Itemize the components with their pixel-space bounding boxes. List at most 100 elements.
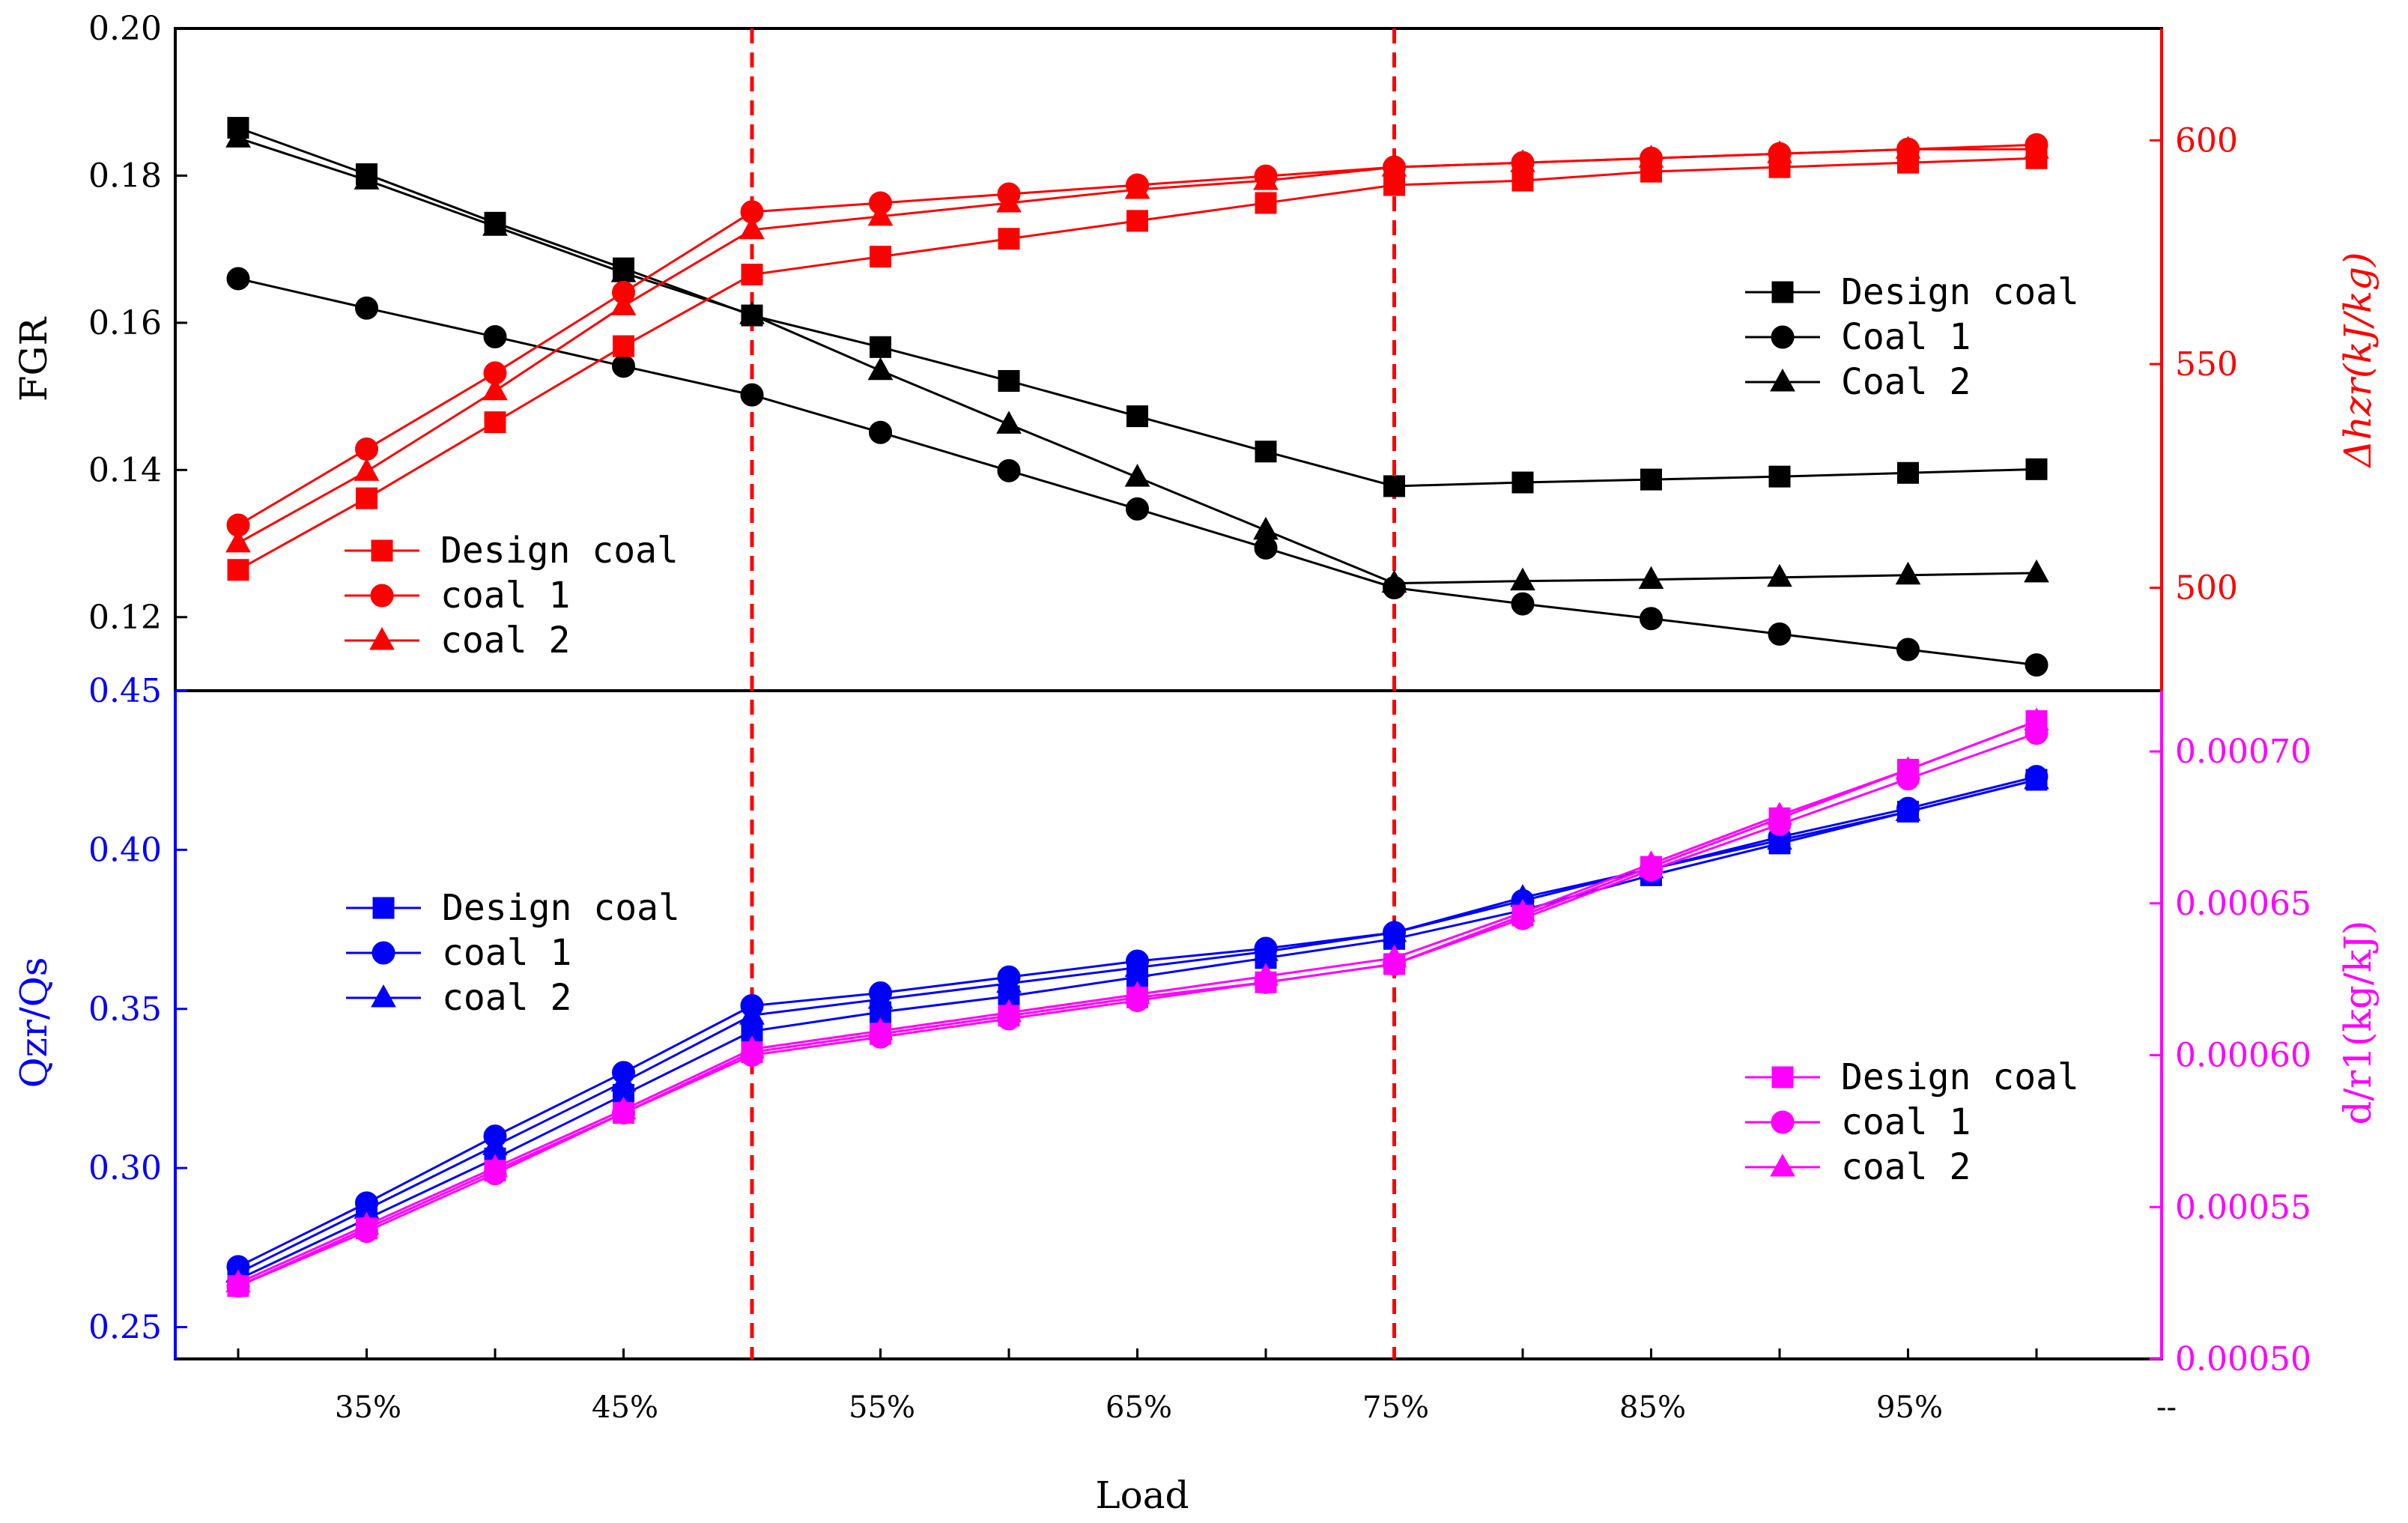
fgr-design-coal-point xyxy=(1383,475,1405,497)
qzr-qs-tick-label: 0.35 xyxy=(88,990,162,1029)
x-tick-label: 35% xyxy=(335,1390,401,1425)
fgr-coal-2-point xyxy=(996,411,1022,434)
fgr-legend-label: Design coal xyxy=(1841,271,2079,313)
fgr-coal-1-point xyxy=(1896,638,1920,661)
fgr-tick-label: 0.16 xyxy=(88,304,162,342)
d-r1-legend-marker xyxy=(1771,1066,1794,1088)
fgr-coal-2-point xyxy=(739,301,765,324)
x-tick-label: 55% xyxy=(849,1390,915,1425)
fgr-coal-1-point xyxy=(740,383,764,407)
x-tick-label: 95% xyxy=(1876,1390,1943,1425)
d-r1-coal-2-point xyxy=(1381,944,1407,968)
delta-hzr-legend-marker xyxy=(370,584,394,608)
qzr-qs-legend-label: coal 2 xyxy=(442,977,571,1019)
delta-hzr-design-coal-point xyxy=(1126,210,1148,232)
fgr-coal-2-point xyxy=(482,213,508,236)
delta-hzr-tick-label: 600 xyxy=(2175,121,2238,160)
d-r1-coal-2-point xyxy=(1767,802,1792,825)
qzr-qs-coal-2-point xyxy=(1381,918,1407,942)
fgr-coal-2-point xyxy=(1510,567,1535,591)
qzr-qs-legend-marker xyxy=(372,897,395,919)
fgr-coal-1-point xyxy=(612,354,635,378)
fgr-coal-2-point xyxy=(1381,569,1407,593)
fgr-coal-2-point xyxy=(1767,563,1792,587)
qzr-qs-legend-label: Design coal xyxy=(442,887,680,929)
delta-hzr-coal-2-point xyxy=(1124,175,1150,199)
fgr-coal-1-point xyxy=(2025,653,2048,677)
delta-hzr-design-coal-point xyxy=(1255,192,1277,214)
d-r1-coal-2-point xyxy=(2024,707,2049,731)
x-tick-label: -- xyxy=(2156,1390,2177,1425)
delta-hzr-legend-label: Design coal xyxy=(440,530,679,572)
delta-hzr-tick-label: 500 xyxy=(2175,569,2238,608)
qzr-qs-coal-2-point xyxy=(1124,954,1150,978)
d-r1-tick-label: 0.00065 xyxy=(2175,885,2311,923)
fgr-coal-2-point xyxy=(1253,516,1279,540)
d-r1-legend-label: coal 2 xyxy=(1841,1146,1971,1188)
delta-hzr-coal-2-point xyxy=(354,458,380,481)
fgr-coal-2-point xyxy=(867,357,894,381)
d-r1-tick-label: 0.00070 xyxy=(2175,733,2311,771)
delta-hzr-coal-2-point xyxy=(739,216,765,240)
fgr-design-coal-point xyxy=(1126,405,1148,428)
qzr-qs-axis-title: Qzr/Qs xyxy=(12,957,55,1088)
fgr-legend-marker xyxy=(1771,281,1794,303)
delta-hzr-design-coal-point xyxy=(227,559,249,581)
fgr-design-coal-point xyxy=(1768,465,1791,488)
qzr-qs-coal-2-point xyxy=(2024,766,2049,790)
d-r1-coal-2-point xyxy=(867,1017,894,1041)
d-r1-coal-2-point xyxy=(739,1035,765,1059)
fgr-coal-1-point xyxy=(483,325,507,349)
d-r1-coal-2-point xyxy=(996,999,1022,1023)
d-r1-coal-2-point xyxy=(610,1096,637,1120)
delta-hzr-coal-2-point xyxy=(610,292,637,315)
delta-hzr-coal-2-point xyxy=(996,189,1022,213)
fgr-tick-label: 0.12 xyxy=(88,599,162,637)
qzr-qs-legend-marker xyxy=(371,984,396,1008)
d-r1-coal-2-point xyxy=(354,1211,380,1235)
fgr-legend-marker xyxy=(1770,368,1795,392)
fgr-coal-1-point xyxy=(997,458,1021,482)
delta-hzr-coal-2-point xyxy=(1895,136,1921,159)
fgr-tick-label: 0.14 xyxy=(88,451,162,489)
d-r1-coal-2-point xyxy=(225,1269,251,1293)
delta-hzr-coal-2-point xyxy=(2024,136,2049,159)
fgr-coal-1-point xyxy=(1768,622,1792,646)
fgr-coal-2-point xyxy=(2024,559,2049,583)
qzr-qs-legend-label: coal 1 xyxy=(442,932,571,974)
qzr-qs-coal-1-line xyxy=(237,775,2037,1268)
d-r1-coal-2-point xyxy=(1510,898,1535,922)
x-tick-label: 85% xyxy=(1619,1390,1686,1425)
fgr-legend-label: Coal 2 xyxy=(1841,361,1971,403)
delta-hzr-legend-marker xyxy=(369,626,395,650)
qzr-qs-design-coal-line xyxy=(237,778,2037,1281)
delta-hzr-coal-2-point xyxy=(867,202,894,226)
delta-hzr-coal-1-point xyxy=(355,437,378,461)
fgr-design-coal-point xyxy=(1255,440,1277,463)
d-r1-coal-2-point xyxy=(1638,850,1664,873)
fgr-coal-2-point xyxy=(354,166,380,190)
d-r1-legend-label: Design coal xyxy=(1841,1056,2079,1098)
fgr-design-coal-point xyxy=(2025,458,2048,480)
qzr-qs-coal-2-point xyxy=(996,969,1022,993)
qzr-qs-tick-label: 0.40 xyxy=(88,831,162,869)
fgr-tick-label: 0.18 xyxy=(88,157,162,195)
fgr-coal-2-point xyxy=(1638,566,1664,590)
fgr-design-coal-point xyxy=(1640,468,1662,491)
delta-hzr-design-coal-point xyxy=(870,246,891,268)
fgr-design-coal-point xyxy=(1511,471,1534,494)
qzr-qs-coal-2-point xyxy=(1895,798,1921,821)
delta-hzr-axis-title: Δhzr(kJ/kg) xyxy=(2336,252,2380,468)
delta-hzr-design-coal-point xyxy=(613,335,634,357)
fgr-coal-2-point xyxy=(1124,464,1150,487)
d-r1-legend-marker xyxy=(1771,1110,1795,1134)
d-r1-coal-2-point xyxy=(1895,756,1921,779)
d-r1-tick-label: 0.00060 xyxy=(2175,1037,2311,1075)
d-r1-coal-2-point xyxy=(1253,963,1279,986)
qzr-qs-coal-2-point xyxy=(610,1068,637,1091)
fgr-coal-1-point xyxy=(1254,536,1278,560)
delta-hzr-coal-2-point xyxy=(1638,145,1664,168)
d-r1-axis-title: d/r1(kg/kJ) xyxy=(2336,920,2380,1124)
bottom-plot-frame xyxy=(174,689,2163,1360)
